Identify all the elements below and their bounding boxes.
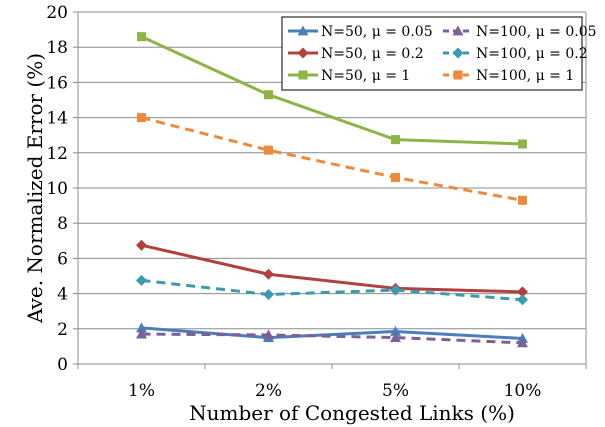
series-line [141, 243, 523, 294]
triangle-marker [263, 329, 274, 340]
series-2 [136, 328, 528, 348]
square-marker [391, 172, 400, 182]
axes: 0 2 4 6 8 10 12 14 16 18 20 1% 2% 5% 10% [46, 3, 587, 401]
diamond-marker [517, 294, 528, 306]
y-tick-label: 6 [57, 249, 68, 269]
diamond-marker [263, 288, 274, 300]
square-marker [298, 70, 308, 80]
legend-item-1: N=50, μ = 0.05 [288, 24, 433, 40]
legend-item-6: N=100, μ = 1 [443, 68, 574, 84]
y-axis-title: Ave. Normalized Error (%) [23, 53, 47, 324]
square-marker [264, 90, 273, 100]
y-tick-label: 14 [46, 109, 68, 129]
legend-item-3: N=50, μ = 0.2 [288, 46, 424, 62]
square-marker [264, 145, 273, 155]
series-4 [136, 274, 528, 306]
square-marker [137, 113, 146, 123]
diamond-marker [517, 286, 528, 298]
x-tick-label: 1% [128, 381, 155, 401]
legend-item-4: N=100, μ = 0.2 [443, 46, 588, 62]
legend-label: N=100, μ = 1 [476, 68, 574, 84]
y-tick-label: 2 [57, 320, 68, 340]
diamond-marker [136, 239, 147, 251]
series-5 [137, 32, 527, 149]
legend-label: N=100, μ = 0.05 [476, 24, 597, 40]
series-group [136, 32, 528, 348]
series-line [140, 35, 523, 146]
triangle-marker [297, 25, 309, 36]
series-1 [136, 322, 528, 343]
legend-item-5: N=50, μ = 1 [288, 68, 410, 84]
triangle-marker [390, 332, 401, 342]
square-marker [518, 139, 527, 149]
legend-label: N=100, μ = 0.2 [476, 46, 588, 62]
y-tick-label: 8 [57, 214, 68, 234]
y-tick-label: 4 [57, 285, 68, 305]
series-line [141, 116, 523, 202]
y-tick-label: 18 [46, 38, 68, 58]
triangle-marker [517, 337, 528, 348]
y-tick-label: 10 [46, 179, 68, 199]
x-tick-label: 2% [255, 381, 282, 401]
diamond-marker [263, 268, 274, 280]
triangle-marker [136, 322, 147, 333]
legend-label: N=50, μ = 0.05 [321, 24, 433, 40]
y-tick-label: 20 [46, 3, 68, 23]
x-tick-label: 5% [382, 381, 409, 401]
square-marker [391, 135, 400, 145]
triangle-marker [136, 328, 147, 339]
legend-box [281, 16, 583, 91]
series-line [141, 278, 523, 302]
series-line [141, 332, 523, 345]
x-tick-label: 10% [504, 381, 542, 401]
series-line [141, 326, 523, 340]
legend-item-2: N=100, μ = 0.05 [443, 24, 597, 40]
triangle-marker [390, 325, 401, 336]
square-marker [518, 195, 527, 205]
legend-label: N=50, μ = 0.2 [321, 46, 424, 62]
square-marker [453, 70, 463, 80]
square-marker [137, 32, 146, 42]
legend: N=50, μ = 0.05 N=100, μ = 0.05 N=50, μ = 0… [281, 16, 597, 91]
triangle-marker [452, 25, 464, 36]
diamond-marker [136, 274, 147, 286]
y-tick-label: 12 [46, 144, 68, 164]
legend-label: N=50, μ = 1 [321, 68, 410, 84]
diamond-marker [297, 47, 309, 59]
diamond-marker [390, 284, 401, 296]
x-axis-title: Number of Congested Links (%) [189, 401, 515, 425]
y-tick-label: 0 [57, 355, 68, 375]
series-6 [137, 113, 527, 205]
series-3 [136, 239, 528, 298]
y-tick-label: 16 [46, 73, 68, 93]
diamond-marker [452, 47, 464, 59]
